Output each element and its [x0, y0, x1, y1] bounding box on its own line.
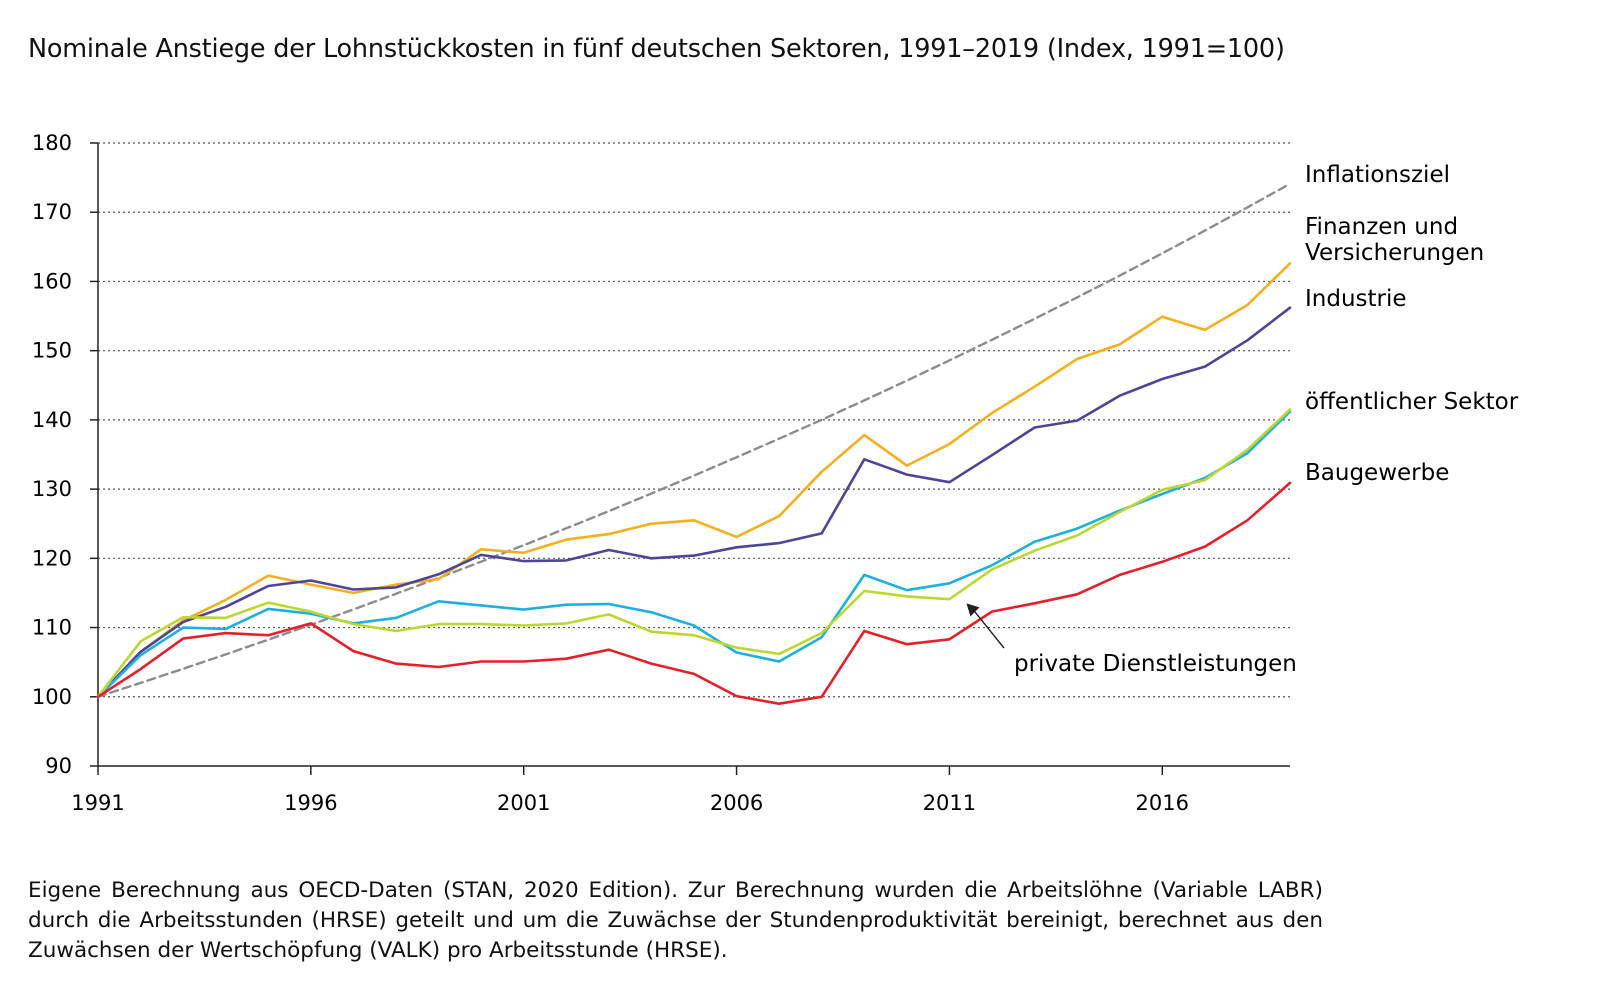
series-line-4 — [96, 408, 1292, 699]
y-tick-label: 90 — [45, 754, 72, 778]
y-tick-label: 130 — [32, 477, 72, 501]
y-tick-label: 170 — [32, 200, 72, 224]
tick-labels: 90 100 110 120 130 140 150 160 170 180 1991 1996 200… — [32, 131, 1189, 815]
annotation-arrow-line — [973, 610, 1005, 649]
series-label: öffentlicher Sektor — [1305, 389, 1519, 415]
series-line-0 — [96, 182, 1292, 698]
x-tick-label: 1991 — [71, 791, 124, 815]
axes — [90, 142, 1290, 775]
y-tick-label: 150 — [32, 339, 72, 363]
x-tick-label: 2006 — [710, 791, 763, 815]
annotation-arrowhead — [966, 603, 980, 617]
series-label: Baugewerbe — [1305, 460, 1449, 486]
series-label: Industrie — [1305, 286, 1407, 312]
line-chart: 90 100 110 120 130 140 150 160 170 180 1991 1996 200… — [32, 131, 1519, 815]
y-tick-label: 110 — [32, 616, 72, 640]
source-note: Eigene Berechnung aus OECD-Daten (STAN, … — [28, 878, 1323, 963]
y-tick-label: 120 — [32, 546, 72, 570]
chart-title: Nominale Anstiege der Lohnstückkosten in… — [28, 34, 1285, 64]
series-label: Inflationsziel — [1305, 162, 1450, 188]
x-tick-label: 1996 — [284, 791, 337, 815]
x-tick-label: 2001 — [497, 791, 550, 815]
y-tick-label: 160 — [32, 269, 72, 293]
gridlines — [98, 142, 1290, 698]
series-labels: Inflationsziel Finanzen und Versicherungen… — [1305, 162, 1519, 486]
series-line-2 — [96, 306, 1292, 699]
series-line-3 — [96, 410, 1292, 699]
series-label: private Dienstleistungen — [1014, 651, 1297, 677]
annotation: private Dienstleistungen — [966, 603, 1297, 677]
series-label: Finanzen und Versicherungen — [1305, 214, 1484, 266]
y-tick-label: 140 — [32, 408, 72, 432]
y-tick-label: 100 — [32, 685, 72, 709]
series-line-5 — [96, 481, 1292, 706]
series-lines — [96, 182, 1292, 706]
x-tick-label: 2016 — [1136, 791, 1189, 815]
x-tick-label: 2011 — [923, 791, 976, 815]
y-tick-label: 180 — [32, 131, 72, 155]
